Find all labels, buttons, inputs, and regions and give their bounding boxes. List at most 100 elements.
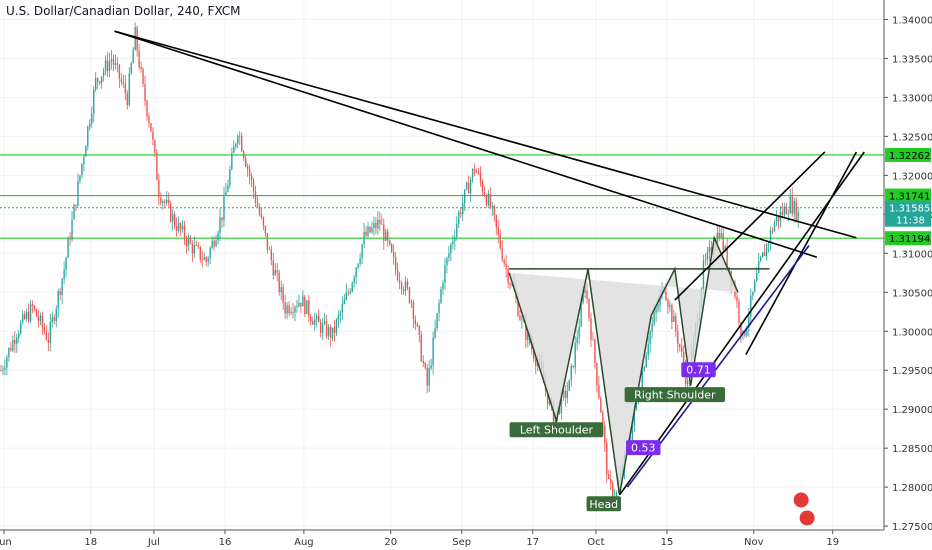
candle (400, 281, 403, 295)
candle-body (653, 312, 655, 324)
candle (586, 282, 588, 304)
candle-body (521, 319, 523, 321)
candle-body (349, 291, 351, 293)
candle-body (319, 322, 322, 333)
pattern-label-text: 0.71 (686, 364, 711, 377)
candle-body (576, 337, 578, 344)
candle (426, 364, 428, 394)
candle (789, 188, 791, 214)
candle (126, 90, 128, 110)
candle-body (600, 398, 602, 413)
candle (430, 358, 432, 371)
candle-body (0, 370, 2, 372)
candle (450, 242, 452, 262)
candle-body (481, 181, 484, 192)
candle-body (610, 478, 612, 483)
candle (142, 67, 144, 88)
candle-body (789, 196, 791, 214)
candle-body (164, 201, 166, 203)
price-candles (0, 22, 799, 505)
candle-body (209, 248, 211, 259)
candle (588, 298, 590, 322)
candle (777, 216, 780, 230)
candle-body (611, 482, 614, 498)
candle-body (460, 212, 462, 215)
candle (116, 57, 119, 73)
candle-body (27, 311, 30, 321)
time-tick-label: Aug (294, 537, 314, 548)
candle (606, 438, 608, 483)
time-tick-label: 20 (384, 537, 397, 548)
candle (343, 294, 346, 305)
candle-body (91, 113, 93, 124)
price-axis[interactable]: 1.34000 1.33500 1.33000 1.32500 1.32000 1.315… (883, 0, 932, 550)
candle (201, 250, 203, 268)
event-flags-icon[interactable] (792, 491, 816, 527)
candle-body (373, 223, 375, 228)
candle (227, 179, 229, 193)
candle (321, 317, 324, 340)
candle (95, 72, 97, 92)
candle-body (677, 331, 679, 345)
candle (331, 327, 334, 341)
candle-body (359, 258, 361, 264)
candle-body (6, 357, 8, 368)
candle (144, 75, 146, 107)
candle (22, 309, 24, 325)
candle (254, 185, 257, 207)
candle-body (100, 76, 103, 84)
candle-body (454, 236, 456, 242)
candle (335, 318, 338, 337)
candle-body (197, 245, 199, 247)
candle (168, 192, 170, 207)
candle (241, 132, 243, 152)
candle (497, 220, 499, 244)
candle-body (274, 270, 276, 276)
candle (298, 294, 300, 308)
candle-body (278, 272, 280, 293)
candle-body (89, 123, 91, 127)
candle (43, 323, 46, 335)
candle-body (686, 380, 689, 385)
candle (290, 307, 292, 316)
candle-body (270, 249, 273, 261)
candle-body (14, 339, 16, 344)
candle (31, 300, 34, 314)
candle (783, 202, 786, 219)
candle-body (681, 347, 683, 352)
candle (235, 142, 237, 150)
candle (327, 323, 330, 340)
candle-body (477, 172, 480, 174)
candle (20, 319, 22, 336)
current-price-label: 1.31585 (889, 204, 930, 215)
candle-body (193, 245, 196, 254)
candle (440, 286, 442, 305)
candle (671, 303, 673, 330)
candle-body (578, 326, 580, 338)
candle (69, 232, 71, 247)
candle (479, 166, 482, 187)
flag-circle-icon (798, 509, 816, 527)
candle-body (290, 311, 292, 313)
candle (264, 225, 267, 238)
candle-body (69, 238, 71, 240)
candle-body (720, 233, 722, 239)
time-tick-label: 19 (826, 537, 839, 548)
candle-body (416, 323, 419, 326)
candle-body (408, 287, 411, 303)
candle-body (469, 179, 472, 194)
candle-body (501, 248, 503, 261)
time-axis[interactable]: Jun 18 Jul 16 Aug 20 Sep 17 Oct 15 Nov 19 (0, 529, 884, 548)
chart-title: U.S. Dollar/Canadian Dollar, 240, FXCM (6, 4, 241, 18)
candle (27, 303, 30, 324)
candle (175, 217, 178, 237)
candle-body (310, 316, 312, 322)
candle-body (341, 304, 344, 313)
candle (217, 230, 219, 245)
candle (706, 246, 709, 265)
candle-body (333, 327, 336, 333)
candle-body (495, 215, 497, 227)
candle-body (199, 246, 201, 260)
candle-body (566, 390, 568, 398)
